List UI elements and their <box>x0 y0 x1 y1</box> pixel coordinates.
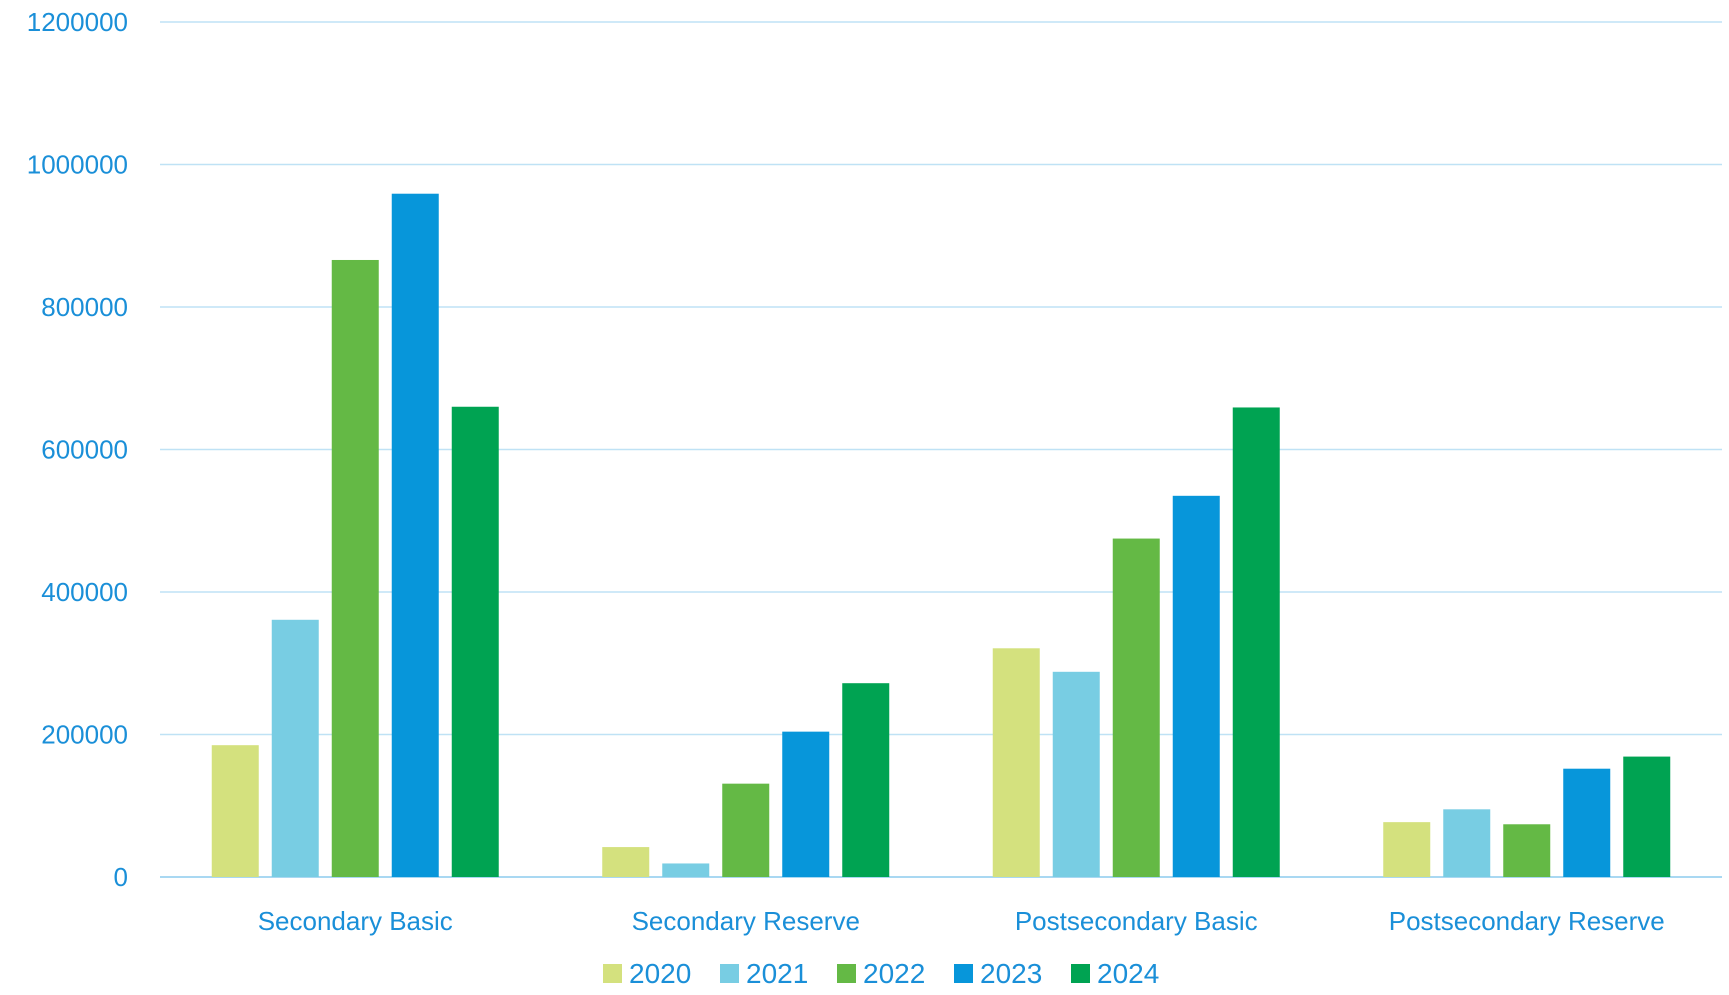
bar-2020-postsecondary-reserve <box>1383 822 1431 877</box>
legend-label-2023: 2023 <box>980 958 1042 989</box>
x-category-label: Secondary Basic <box>258 906 453 936</box>
bar-2021-postsecondary-reserve <box>1443 809 1491 877</box>
y-tick-label: 200000 <box>41 720 128 750</box>
bar-2023-secondary-reserve <box>782 731 830 877</box>
bar-2023-secondary-basic <box>391 193 439 877</box>
bar-2024-postsecondary-basic <box>1232 407 1280 877</box>
legend-swatch-2021 <box>720 964 739 983</box>
y-tick-label: 600000 <box>41 435 128 465</box>
bar-2023-postsecondary-reserve <box>1563 768 1611 877</box>
bar-2024-postsecondary-reserve <box>1623 756 1671 877</box>
legend-label-2021: 2021 <box>746 958 808 989</box>
bar-2022-secondary-reserve <box>722 783 770 877</box>
bar-2021-postsecondary-basic <box>1052 671 1100 877</box>
legend-label-2020: 2020 <box>629 958 691 989</box>
y-tick-label: 1200000 <box>27 7 128 37</box>
legend-swatch-2024 <box>1071 964 1090 983</box>
legend-swatch-2022 <box>837 964 856 983</box>
bar-2024-secondary-basic <box>451 406 499 877</box>
bar-2020-postsecondary-basic <box>992 648 1040 877</box>
legend-swatch-2023 <box>954 964 973 983</box>
bar-2020-secondary-basic <box>211 745 259 877</box>
bar-2022-postsecondary-basic <box>1112 538 1160 877</box>
y-tick-label: 1000000 <box>27 150 128 180</box>
bar-2022-postsecondary-reserve <box>1503 824 1551 877</box>
legend-label-2024: 2024 <box>1097 958 1159 989</box>
legend: 2020 2021 2022 2023 2024 <box>603 958 1159 989</box>
x-category-label: Postsecondary Basic <box>1015 906 1258 936</box>
legend-swatch-2020 <box>603 964 622 983</box>
bar-2024-secondary-reserve <box>842 683 890 877</box>
y-tick-label: 800000 <box>41 292 128 322</box>
x-category-label: Postsecondary Reserve <box>1389 906 1665 936</box>
bar-2021-secondary-basic <box>271 619 319 877</box>
bar-2020-secondary-reserve <box>602 847 650 877</box>
y-axis-tick-labels: 0 200000 400000 600000 800000 1000000 1200000 <box>27 7 128 892</box>
bar-2021-secondary-reserve <box>662 863 710 877</box>
x-category-label: Secondary Reserve <box>632 906 860 936</box>
legend-label-2022: 2022 <box>863 958 925 989</box>
y-tick-label: 0 <box>114 862 128 892</box>
y-tick-label: 400000 <box>41 577 128 607</box>
x-axis-category-labels: Secondary Basic Secondary Reserve Postseco… <box>258 906 1665 936</box>
bar-2023-postsecondary-basic <box>1172 495 1220 877</box>
bars <box>211 193 1671 878</box>
bar-2022-secondary-basic <box>331 259 379 878</box>
